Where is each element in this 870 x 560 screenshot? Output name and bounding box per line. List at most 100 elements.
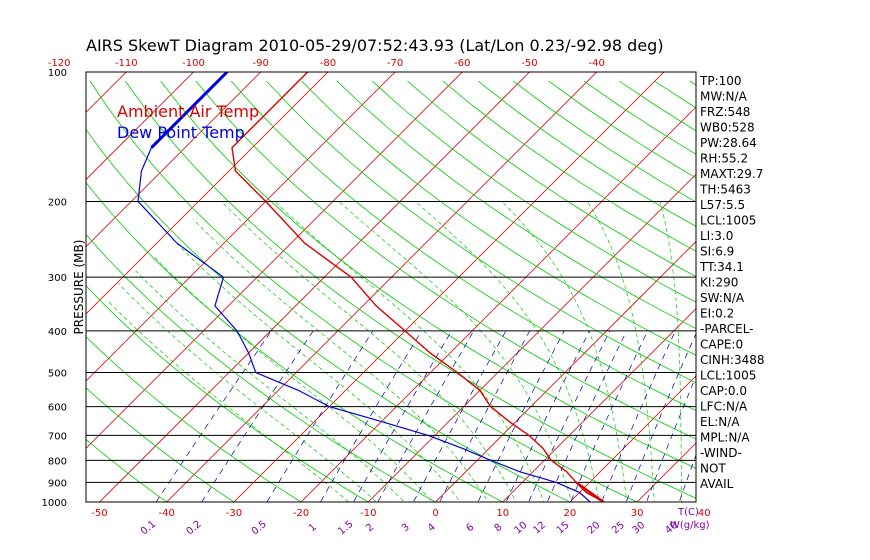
stats-line: CINH:3488 <box>700 353 765 367</box>
mixing-ratio-line <box>439 330 531 502</box>
dew-point-upper-segment <box>150 72 229 149</box>
bottom-temperature-tick-label: 10 <box>496 508 509 519</box>
bottom-temperature-tick-label: 30 <box>631 508 644 519</box>
y-axis-label: PRESSURE (MB) <box>72 240 86 335</box>
mixing-ratio-tick-label: 8 <box>493 522 505 535</box>
bottom-temperature-tick-label: 0 <box>432 508 438 519</box>
stats-line: TT:34.1 <box>699 260 744 274</box>
w-unit-label: W(g/kg) <box>670 520 710 531</box>
moist-adiabat-line <box>117 283 377 502</box>
moist-adiabat-line <box>192 218 489 502</box>
moist-adiabat-line <box>415 201 600 502</box>
top-temperature-ticks: -120 -110 -100 -90 -80 -70 -60 -50 -40 <box>48 58 605 69</box>
pressure-tick-label: 100 <box>48 68 67 79</box>
pressure-tick-label: 300 <box>48 273 67 284</box>
bottom-temperature-tick-label: 20 <box>564 508 577 519</box>
top-temperature-tick-label: -70 <box>387 58 403 69</box>
dry-adiabat-line <box>513 80 696 203</box>
profile-series <box>137 72 605 502</box>
stats-line: -WIND- <box>700 446 742 460</box>
mixing-ratio-line <box>266 330 374 502</box>
mixing-ratio-line <box>155 330 272 502</box>
isotherm-line <box>830 62 870 511</box>
stats-line: KI:290 <box>700 276 738 290</box>
pressure-tick-label: 1000 <box>42 498 67 509</box>
isotherm-line <box>86 72 396 382</box>
top-temperature-tick-label: -50 <box>521 58 537 69</box>
mixing-ratio-tick-label: 15 <box>555 520 572 537</box>
mixing-ratio-line <box>625 332 696 502</box>
moist-adiabat-line <box>274 201 545 502</box>
stats-line: LCL:1005 <box>700 369 756 383</box>
mixing-ratio-tick-label: 0.5 <box>250 519 269 538</box>
isotherm-line <box>762 62 870 511</box>
isotherm-line <box>86 72 127 113</box>
moist-adiabat-line <box>338 201 573 502</box>
dry-adiabat-line <box>301 80 696 356</box>
dry-adiabat-line <box>86 233 437 502</box>
moist-adiabat-line <box>501 201 628 502</box>
bottom-temperature-tick-label: -50 <box>91 508 107 519</box>
stats-line: EI:0.2 <box>700 307 734 321</box>
dry-adiabat-line <box>195 80 696 440</box>
stats-line: EL:N/A <box>700 415 740 429</box>
mixing-ratio-tick-label: 0.1 <box>139 519 158 538</box>
stats-line: FRZ:548 <box>700 105 750 119</box>
stats-line: LCL:1005 <box>700 214 756 228</box>
moist-adiabat-line <box>168 235 461 502</box>
ambient-air-temp-line <box>231 72 604 502</box>
chart-title: AIRS SkewT Diagram 2010-05-29/07:52:43.9… <box>86 36 664 55</box>
isotherm-line <box>86 72 262 248</box>
stats-line: TP:100 <box>699 74 742 88</box>
mixing-ratio-line <box>201 330 314 502</box>
stats-line: CAPE:0 <box>700 338 743 352</box>
stats-line: -PARCEL- <box>700 322 754 336</box>
pressure-tick-label: 800 <box>48 456 67 467</box>
stats-line: PW:28.64 <box>700 136 757 150</box>
isotherm-line <box>166 72 598 502</box>
top-temperature-tick-label: -110 <box>115 58 138 69</box>
pressure-tick-label: 600 <box>48 403 67 414</box>
mixing-ratio-tick-label: 20 <box>586 520 603 537</box>
mixing-ratio-tick-label: 3 <box>400 522 412 535</box>
mixing-ratio-line <box>319 330 422 502</box>
isotherm-line <box>0 62 69 511</box>
dry-adiabat-line <box>230 80 696 411</box>
dry-adiabat-line <box>160 80 696 469</box>
top-temperature-tick-label: -90 <box>253 58 269 69</box>
moist-adiabat-line <box>221 201 517 502</box>
dry-adiabat-line <box>125 80 696 499</box>
mixing-ratio-tick-label: 6 <box>464 522 476 535</box>
top-temperature-tick-label: -40 <box>589 58 605 69</box>
mixing-ratio-tick-label: 25 <box>610 520 627 537</box>
isotherm-line <box>569 375 696 502</box>
t-unit-label: T(C) <box>677 507 699 518</box>
isotherm-line <box>86 72 463 449</box>
mixing-ratio-line <box>546 330 628 502</box>
stats-line: RH:55.2 <box>700 152 748 166</box>
mixing-ratio-line <box>353 330 452 502</box>
moist-adiabat-line <box>587 201 655 502</box>
mixing-ratio-labels: 0.1 0.2 0.5 1 1.5 2 3 4 6 8 10 12 15 20 25 30 40 <box>139 519 680 538</box>
moist-adiabat-line <box>107 300 350 502</box>
dry-adiabat-line <box>372 80 696 303</box>
mixing-ratio-tick-label: 2 <box>364 522 376 535</box>
mixing-ratio-tick-label: 0.2 <box>184 519 203 538</box>
mixing-ratio-tick-label: 1.5 <box>336 519 355 538</box>
dry-adiabat-line <box>654 80 696 109</box>
mixing-ratio-line <box>601 330 676 502</box>
mixing-ratio-tick-label: 30 <box>631 520 648 537</box>
mixing-ratio-line <box>505 330 591 502</box>
bottom-temperature-tick-label: -20 <box>293 508 309 519</box>
isotherm-line <box>367 173 696 502</box>
dry-adiabat-line <box>266 80 696 384</box>
top-temperature-tick-label: -120 <box>48 58 71 69</box>
bottom-temperature-tick-label: -10 <box>360 508 376 519</box>
pressure-ticks: 100 200 300 400 500 600 700 800 900 1000 <box>42 68 67 509</box>
stats-line: LFC:N/A <box>700 400 748 414</box>
top-temperature-tick-label: -80 <box>320 58 336 69</box>
bottom-temperature-tick-label: -40 <box>159 508 175 519</box>
isotherm-line <box>502 308 696 502</box>
mixing-ratio-tick-label: 12 <box>531 520 548 537</box>
